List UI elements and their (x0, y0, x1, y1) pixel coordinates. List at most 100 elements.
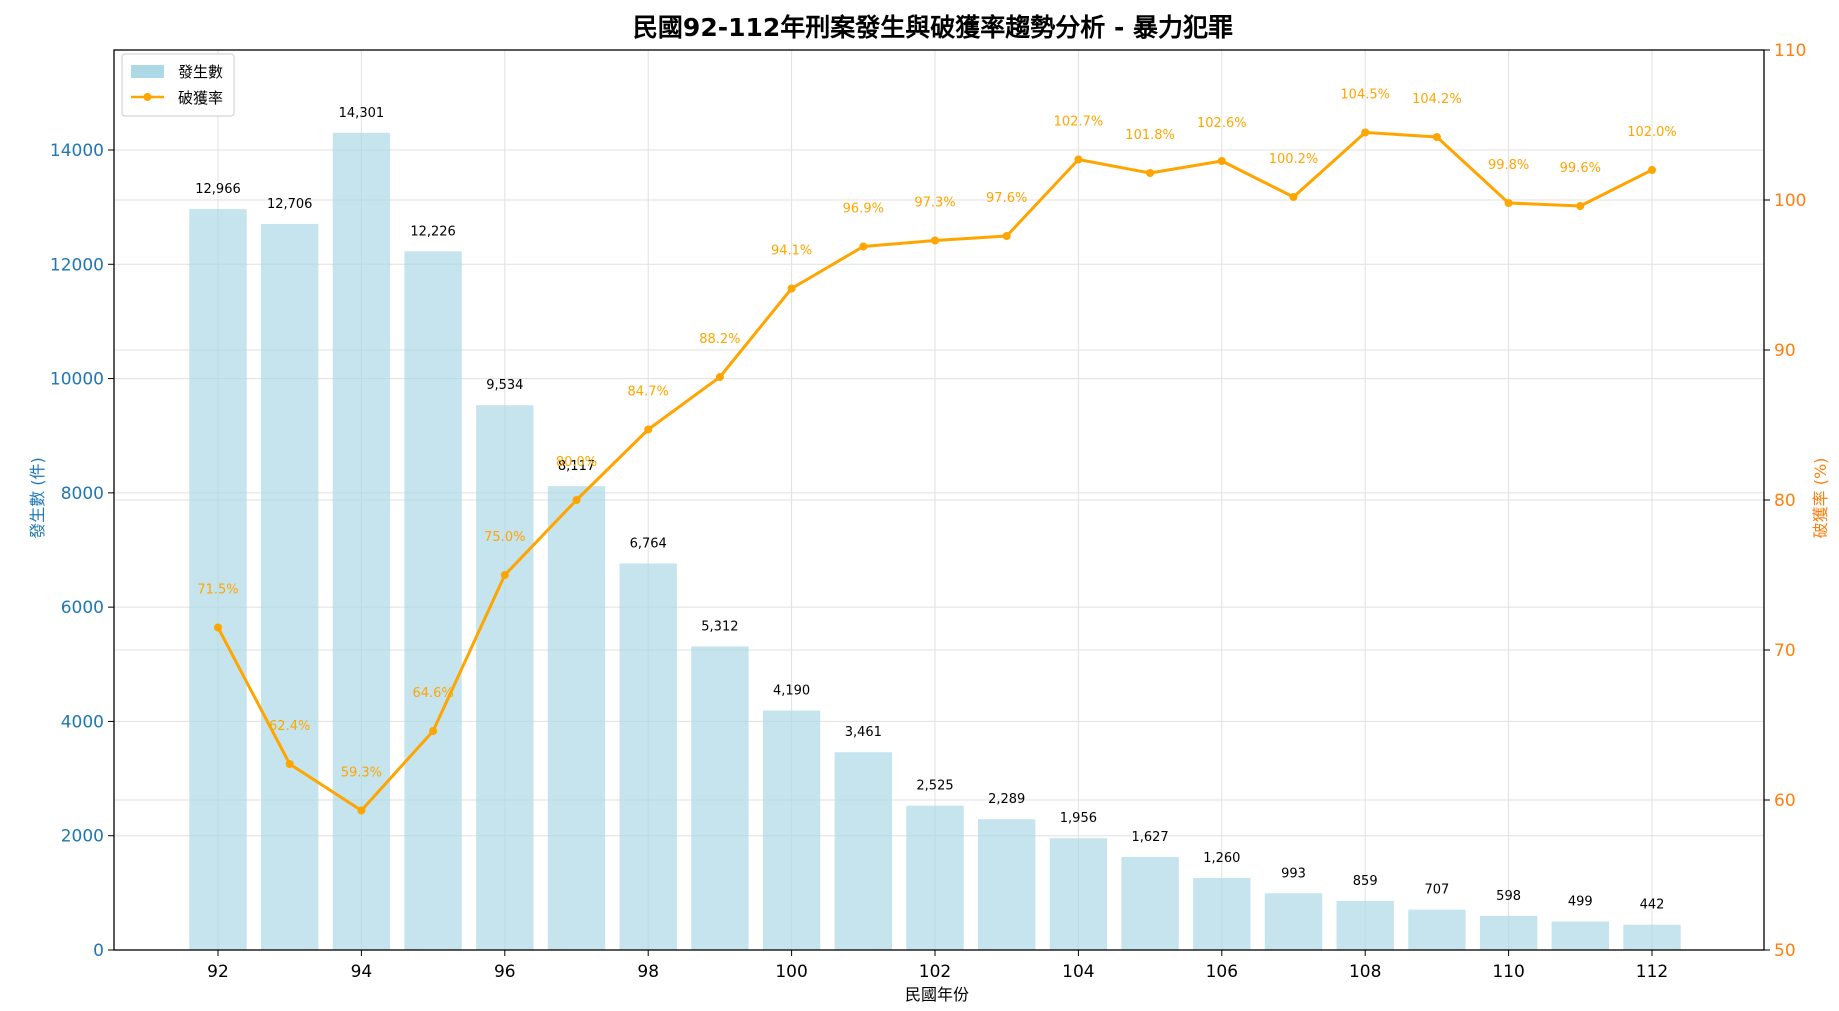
left-tick-label: 6000 (61, 598, 104, 618)
rate-point (644, 425, 653, 434)
rate-point (1361, 128, 1370, 137)
legend-line-marker (143, 93, 152, 101)
bar (1121, 857, 1179, 950)
x-axis-label: 民國年份 (905, 985, 969, 1004)
rate-value-label: 104.5% (1340, 88, 1390, 103)
right-tick-label: 50 (1774, 941, 1796, 961)
bar (1336, 900, 1394, 950)
x-tick-label: 94 (351, 962, 373, 982)
bar-value-label: 859 (1353, 874, 1378, 889)
bar (332, 132, 391, 951)
bar (404, 251, 462, 950)
bar-value-label: 3,461 (845, 725, 882, 740)
bar-value-label: 1,260 (1203, 851, 1240, 866)
rate-value-label: 100.2% (1269, 152, 1319, 167)
left-tick-label: 14000 (50, 141, 104, 161)
bar-value-label: 12,706 (267, 197, 313, 212)
rate-value-label: 94.1% (771, 244, 812, 259)
rate-value-label: 99.6% (1560, 161, 1601, 176)
rate-point (859, 242, 868, 251)
right-tick-label: 60 (1774, 791, 1796, 811)
bar (1623, 924, 1681, 950)
rate-point (1432, 133, 1441, 141)
legend-bar-label: 發生數 (178, 63, 223, 81)
bar (189, 209, 247, 951)
rate-value-label: 97.6% (986, 191, 1027, 206)
x-tick-label: 100 (775, 962, 807, 982)
rate-point (357, 806, 366, 815)
rate-point (429, 727, 438, 735)
bar-value-label: 9,534 (486, 378, 523, 393)
rate-value-label: 59.3% (341, 766, 382, 781)
left-tick-label: 0 (93, 941, 104, 961)
rate-point (1146, 169, 1155, 177)
rate-value-label: 62.4% (269, 719, 310, 734)
bar-labels: 12,966 12,706 14,301 12,226 9,534 8,117 6,764 5… (195, 106, 1664, 913)
rate-point (787, 284, 796, 293)
x-tick-label: 108 (1349, 962, 1381, 982)
rate-value-label: 99.8% (1488, 158, 1529, 173)
bar (978, 819, 1036, 950)
rate-value-label: 88.2% (699, 332, 740, 347)
legend-bar-swatch (131, 65, 164, 78)
x-tick-label: 92 (207, 962, 229, 982)
bar (1193, 878, 1251, 950)
bar (834, 752, 892, 950)
rate-value-label: 84.7% (628, 385, 669, 400)
left-tick-label: 10000 (50, 370, 104, 390)
left-tick-label: 12000 (50, 255, 104, 275)
rate-value-label: 102.0% (1627, 125, 1677, 140)
rate-value-label: 101.8% (1125, 128, 1175, 143)
rate-value-label: 104.2% (1412, 92, 1462, 107)
bar-value-label: 1,956 (1060, 811, 1097, 826)
rate-value-label: 102.6% (1197, 116, 1247, 131)
rate-point (1648, 166, 1656, 174)
bar-value-label: 1,627 (1131, 830, 1168, 845)
bar-value-label: 442 (1640, 898, 1665, 913)
rate-point (1576, 202, 1585, 210)
rate-point (500, 571, 509, 579)
chart-title: 民國92-112年刑案發生與破獲率趨勢分析 - 暴力犯罪 (633, 13, 1233, 42)
bar (762, 710, 821, 950)
right-axis-ticks: 50 60 70 80 90 100 110 (1764, 41, 1806, 961)
bar (691, 646, 749, 950)
rate-point (285, 760, 294, 768)
x-tick-label: 112 (1636, 962, 1668, 982)
bar-value-label: 8,117 (558, 459, 595, 474)
rate-point (1504, 199, 1513, 207)
bar-value-label: 2,289 (988, 792, 1025, 807)
bar-value-label: 5,312 (701, 619, 738, 634)
bar (1408, 909, 1466, 950)
bar-value-label: 2,525 (916, 779, 953, 794)
bar (261, 223, 319, 950)
bar-value-label: 499 (1568, 894, 1593, 909)
rate-value-label: 97.3% (914, 196, 955, 211)
bar (1049, 838, 1108, 950)
right-tick-label: 90 (1774, 341, 1796, 361)
right-axis-label: 破獲率 (%) (1811, 458, 1830, 539)
bar-value-label: 707 (1424, 883, 1449, 898)
x-tick-label: 104 (1062, 962, 1094, 982)
left-tick-label: 4000 (61, 712, 104, 732)
x-tick-label: 110 (1492, 962, 1524, 982)
left-tick-label: 2000 (61, 827, 104, 847)
x-tick-label: 98 (637, 962, 659, 982)
bar-series (189, 132, 1681, 951)
bar (906, 805, 964, 950)
x-tick-label: 96 (494, 962, 516, 982)
rate-point (1217, 157, 1226, 165)
bar (1479, 915, 1538, 950)
rate-value-label: 64.6% (412, 686, 453, 701)
legend-line-label: 破獲率 (178, 89, 223, 107)
bar (1551, 921, 1609, 950)
rate-value-label: 96.9% (843, 202, 884, 217)
right-tick-label: 100 (1774, 191, 1806, 211)
rate-point (1002, 232, 1011, 240)
rate-labels: 71.5% 62.4% 59.3% 64.6% 75.0% 80.0% 84.7% 88.2%… (197, 88, 1676, 781)
bar (1264, 893, 1323, 950)
rate-point (931, 236, 939, 245)
rate-value-label: 80.0% (556, 455, 597, 470)
left-axis-ticks: 0 2000 4000 6000 8000 10000 12000 14000 (50, 141, 114, 961)
rate-value-label: 71.5% (197, 583, 238, 598)
